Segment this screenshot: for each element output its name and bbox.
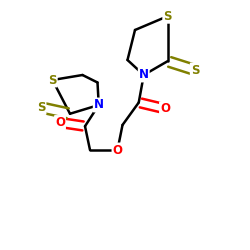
Text: N: N (139, 68, 149, 82)
Text: O: O (55, 116, 65, 129)
Text: O: O (160, 102, 170, 115)
Text: N: N (94, 98, 104, 112)
Text: S: S (191, 64, 199, 76)
Text: S: S (48, 74, 57, 86)
Text: S: S (37, 101, 46, 114)
Text: S: S (163, 10, 172, 23)
Text: O: O (112, 144, 122, 156)
